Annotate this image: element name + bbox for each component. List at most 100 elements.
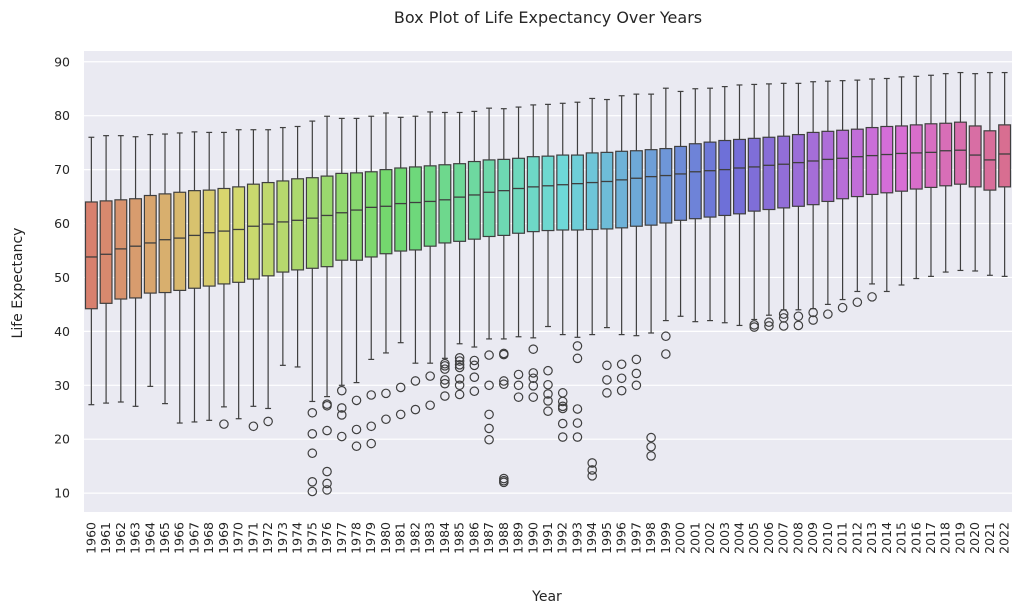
box-1970 — [232, 129, 246, 420]
outlier-point — [322, 425, 332, 436]
outlier-point — [543, 406, 553, 416]
x-tick-label: 2002 — [702, 522, 717, 554]
outlier-point — [322, 485, 332, 495]
box-2001 — [688, 88, 702, 323]
box-1969 — [217, 131, 231, 429]
y-tick-label: 90 — [54, 54, 70, 69]
x-tick-label: 1978 — [349, 522, 364, 554]
outlier-point — [322, 478, 332, 489]
outlier-point — [528, 381, 539, 391]
iqr-box — [423, 165, 437, 247]
box-1961 — [99, 135, 113, 404]
y-tick-label: 20 — [54, 432, 70, 447]
outlier-point — [454, 352, 465, 363]
box-1964 — [143, 133, 157, 387]
x-tick-label: 1993 — [569, 522, 584, 554]
x-tick-label: 1992 — [555, 522, 570, 554]
x-tick-label: 2005 — [746, 522, 761, 554]
outlier-point — [646, 451, 656, 461]
box-1999 — [659, 87, 673, 359]
x-tick-label: 1963 — [128, 522, 143, 554]
x-tick-label: 1980 — [378, 522, 393, 554]
box-1966 — [173, 132, 187, 424]
box-2021 — [983, 71, 997, 276]
box-1975 — [305, 120, 319, 497]
x-tick-label: 2009 — [805, 522, 820, 554]
outlier-point — [440, 391, 450, 401]
outlier-point — [263, 416, 273, 427]
x-tick-label: 2016 — [908, 522, 923, 554]
outlier-point — [528, 344, 539, 354]
iqr-box — [953, 121, 967, 185]
iqr-box — [615, 150, 629, 229]
iqr-box — [541, 155, 555, 232]
box-1985 — [453, 111, 467, 400]
x-tick-label: 1997 — [628, 522, 643, 554]
iqr-box — [968, 125, 982, 188]
x-tick-label: 1977 — [334, 522, 349, 554]
outlier-point — [381, 414, 391, 425]
iqr-box — [143, 194, 157, 294]
iqr-box — [570, 154, 584, 231]
x-tick-label: 1981 — [393, 522, 408, 554]
box-1993 — [570, 101, 584, 442]
iqr-box — [703, 141, 717, 218]
box-2016 — [909, 75, 923, 280]
outlier-point — [778, 321, 789, 331]
outlier-point — [616, 385, 627, 396]
x-tick-label: 1985 — [452, 522, 467, 554]
x-tick-label: 1987 — [481, 522, 496, 554]
box-1962 — [114, 135, 128, 403]
box-1981 — [394, 116, 408, 420]
outlier-point — [499, 379, 509, 390]
outlier-point — [336, 403, 347, 413]
x-tick-label: 2008 — [790, 522, 805, 554]
iqr-box — [880, 125, 894, 194]
outlier-point — [440, 364, 450, 374]
x-tick-label: 1979 — [363, 522, 378, 554]
outlier-point — [513, 392, 524, 402]
iqr-box — [806, 131, 820, 206]
iqr-box — [246, 183, 260, 280]
outlier-point — [513, 369, 524, 380]
outlier-point — [469, 355, 480, 366]
x-tick-label: 1970 — [231, 522, 246, 554]
outlier-point — [425, 400, 435, 411]
x-tick-labels: 1960 1961 1962 1963 1964 1965 1966 1967 1968 1969… — [83, 522, 1011, 554]
iqr-box — [674, 145, 688, 221]
x-tick-label: 1983 — [422, 522, 437, 554]
iqr-box — [453, 163, 467, 242]
box-1972 — [261, 129, 275, 427]
outlier-point — [351, 395, 362, 406]
iqr-box — [217, 187, 231, 285]
box-2011 — [836, 80, 850, 313]
outlier-point — [351, 424, 362, 435]
x-tick-label: 1964 — [142, 522, 157, 554]
box-1979 — [364, 115, 378, 449]
box-1998 — [644, 93, 658, 461]
outlier-point — [454, 356, 465, 366]
x-tick-label: 1982 — [407, 522, 422, 554]
outlier-point — [587, 471, 597, 481]
x-tick-label: 1965 — [157, 522, 172, 554]
outlier-point — [454, 389, 465, 400]
outlier-point — [469, 386, 480, 397]
iqr-box — [438, 164, 452, 244]
box-1987 — [482, 107, 496, 445]
outlier-point — [646, 441, 656, 452]
iqr-box — [585, 152, 599, 231]
outlier-point — [543, 389, 553, 399]
iqr-box — [173, 191, 187, 291]
outlier-point — [543, 379, 553, 390]
iqr-box — [924, 123, 938, 189]
outlier-point — [587, 465, 597, 475]
box-1967 — [187, 131, 201, 423]
outlier-point — [366, 390, 377, 400]
x-tick-label: 1967 — [186, 522, 201, 554]
iqr-box — [291, 178, 305, 271]
outlier-point — [307, 477, 318, 487]
iqr-box — [408, 166, 422, 251]
x-tick-label: 2015 — [894, 522, 909, 554]
iqr-box — [99, 200, 113, 304]
x-tick-label: 1988 — [496, 522, 511, 554]
